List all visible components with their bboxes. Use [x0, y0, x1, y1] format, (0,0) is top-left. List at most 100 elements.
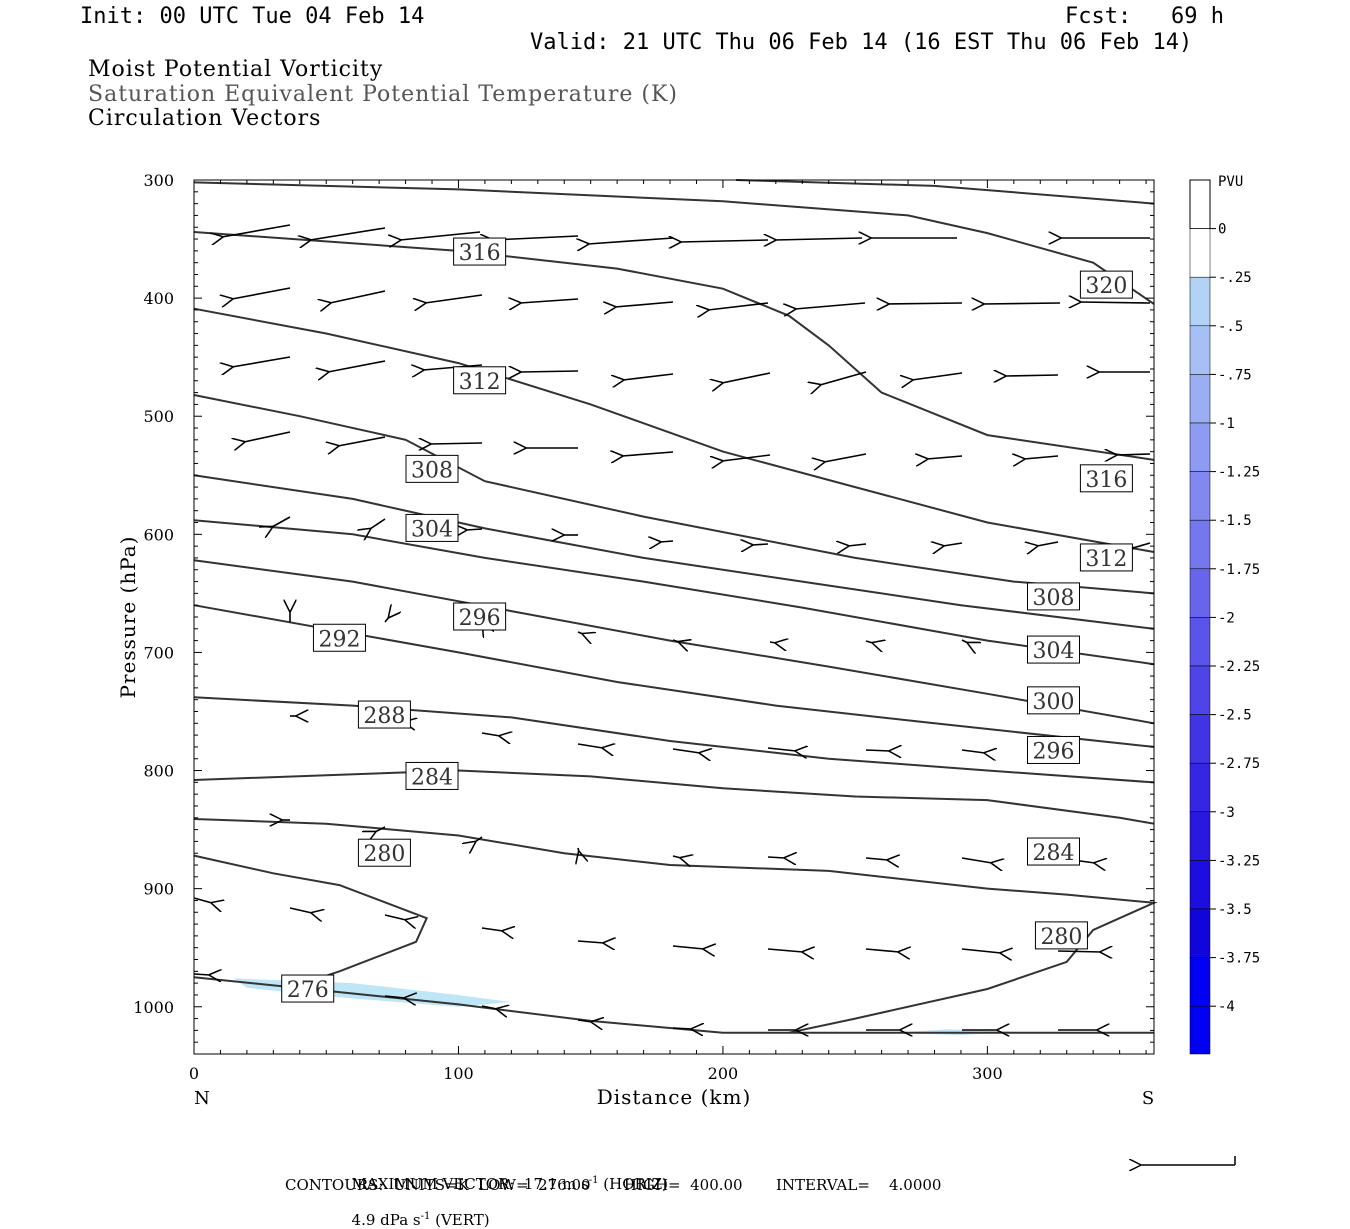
x-end-label-south: S	[1142, 1088, 1154, 1109]
colorbar-cell	[1189, 471, 1211, 521]
contour-label-box	[281, 974, 335, 1003]
x-axis-label: Distance (km)	[597, 1085, 752, 1109]
max-vector-vert: 4.9 dPa s	[351, 1211, 421, 1229]
circulation-vector	[384, 996, 405, 998]
circulation-vector	[672, 946, 704, 949]
colorbar-cell	[1189, 276, 1211, 327]
circulation-vector	[888, 303, 963, 304]
circulation-vector	[983, 303, 1061, 304]
contour-label-box	[357, 838, 411, 867]
y-tick-label: 800	[143, 762, 174, 781]
circulation-vector	[492, 236, 579, 240]
circulation-vector	[722, 454, 771, 461]
pv-shade-region	[233, 978, 512, 1007]
contour-line-unlabeled	[736, 179, 1155, 205]
contour-label: 276	[287, 978, 329, 1003]
contour-line-296	[193, 559, 1155, 725]
x-tick-label: 0	[189, 1064, 199, 1083]
colorbar-cell	[1189, 1005, 1211, 1055]
vert-tag: (VERT)	[430, 1211, 490, 1229]
contour-label: 284	[1033, 841, 1075, 866]
forecast-hour: Fcst: 69 h	[1065, 4, 1224, 29]
circulation-vector	[961, 639, 968, 643]
contour-line-280	[193, 818, 1158, 1034]
y-tick-label: 400	[143, 289, 174, 308]
x-tick-label: 200	[708, 1064, 739, 1083]
contour-label-box	[405, 513, 459, 542]
circulation-vector	[289, 907, 312, 913]
circulation-vector	[961, 949, 1001, 953]
circulation-vector	[672, 749, 700, 753]
colorbar-title: PVU	[1218, 174, 1243, 190]
contour-label-box	[405, 454, 459, 483]
circulation-vector	[466, 529, 483, 530]
circulation-vector	[384, 617, 389, 623]
circulation-vector	[820, 371, 867, 385]
circulation-vector	[272, 516, 291, 527]
contour-label-box	[405, 761, 459, 790]
colorbar-label: -3.25	[1218, 853, 1260, 869]
circulation-vector	[384, 914, 406, 920]
valid-time: Valid: 21 UTC Thu 06 Feb 14 (16 EST Thu …	[530, 30, 1193, 55]
circulation-vector	[1037, 542, 1059, 546]
circulation-vector	[623, 373, 674, 380]
circulation-vector	[222, 224, 291, 237]
colorbar-label: -2.25	[1218, 659, 1260, 675]
axis-ticks	[193, 179, 1154, 1055]
x-end-label-north: N	[194, 1088, 210, 1109]
circulation-vector	[481, 928, 503, 931]
contour-label-box	[1027, 686, 1081, 715]
circulation-vector	[232, 356, 291, 367]
circulation-vector	[1024, 456, 1059, 459]
colorbar-cell	[1189, 762, 1211, 813]
circulation-vector	[660, 541, 674, 542]
circulation-vector	[328, 360, 386, 372]
circulation-vector	[400, 231, 481, 240]
colorbar-label: -3	[1218, 805, 1235, 821]
circulation-vector	[769, 642, 776, 643]
circulation-vector	[672, 640, 679, 642]
circulation-vector	[752, 544, 769, 545]
colorbar-label: 0	[1218, 222, 1226, 238]
colorbar-label: -1.75	[1218, 562, 1260, 578]
y-axis-label: Pressure (hPa)	[116, 536, 140, 699]
circulation-vector	[310, 227, 386, 240]
contour-labels: 276 280 280 284 284 288 292 296 296 300 304 304 308 3…	[281, 237, 1133, 1003]
contour-label: 280	[363, 842, 405, 867]
theta-es-contours	[193, 179, 1158, 1034]
circulation-vector	[244, 431, 291, 442]
contour-info: CONTOURS: UNITS=K LOW= 276.00 HIGH= 400.…	[285, 1176, 942, 1194]
contour-label: 292	[318, 627, 360, 652]
circulation-vector	[425, 294, 483, 303]
circulation-vector	[865, 949, 899, 952]
circulation-vector	[865, 750, 890, 751]
y-tick-label: 700	[143, 643, 174, 662]
contour-line-304	[193, 474, 1155, 630]
title-theta-es: Saturation Equivalent Potential Temperat…	[88, 82, 678, 107]
colorbar-label: -.5	[1218, 319, 1243, 335]
colorbar-label: -3.75	[1218, 951, 1260, 967]
circulation-vector	[588, 237, 674, 244]
colorbar-label: -2.75	[1218, 756, 1260, 772]
colorbar-label: -.25	[1218, 270, 1252, 286]
colorbar-cell	[1189, 325, 1211, 375]
colorbar-cell	[1189, 860, 1211, 910]
contour-label-box	[453, 366, 507, 395]
circulation-vector	[193, 974, 210, 975]
circulation-vector	[961, 857, 992, 863]
contour-label-box	[312, 623, 366, 652]
contour-label: 304	[411, 517, 453, 542]
contour-label: 296	[1033, 739, 1075, 764]
contour-label-box	[453, 602, 507, 631]
cross-section-chart: 300 400 500 600 700 800 900 1000 0 100 200 300 N S Dis…	[116, 171, 1260, 1200]
y-tick-label: 600	[143, 525, 174, 544]
colorbar-cell	[1189, 568, 1211, 618]
x-tick-label: 100	[443, 1064, 474, 1083]
contour-label: 288	[363, 704, 405, 729]
contour-label: 300	[1033, 690, 1075, 715]
contour-label: 284	[411, 765, 453, 790]
contour-label-box	[357, 700, 411, 729]
circulation-vector	[330, 290, 386, 303]
contour-label: 308	[1033, 586, 1075, 611]
plot-frame	[193, 179, 1155, 1055]
